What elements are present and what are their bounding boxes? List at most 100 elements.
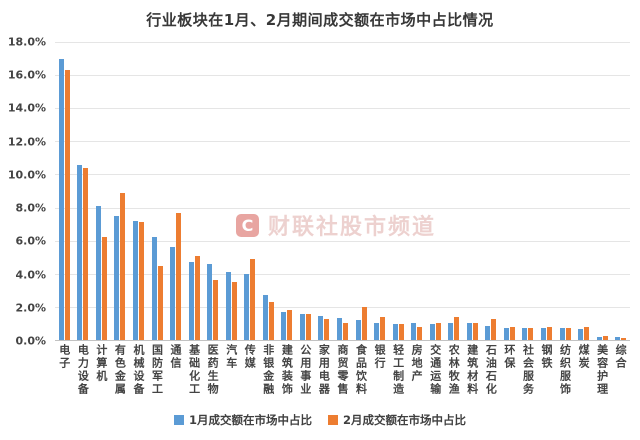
bar-feb [83, 167, 89, 340]
bar-feb [584, 326, 590, 340]
bar-group [240, 42, 259, 340]
bar-jan [615, 336, 621, 340]
x-tick-label: 传媒 [243, 344, 257, 370]
x-tick: 电力设备 [74, 344, 93, 410]
y-tick-label: 14.0% [7, 101, 46, 115]
x-tick-label: 石油石化 [484, 344, 498, 396]
x-tick-label: 煤炭 [577, 344, 591, 370]
bar-feb [435, 323, 441, 340]
gridline [55, 207, 630, 209]
bar-jan [503, 327, 509, 340]
x-tick-label: 商贸零售 [335, 344, 349, 396]
bar-feb [491, 319, 497, 340]
bar-group [259, 42, 278, 340]
x-tick-label: 环保 [502, 344, 516, 370]
bar-jan [466, 322, 472, 340]
gridline [55, 141, 630, 143]
y-tick-label: 10.0% [7, 168, 46, 182]
bar-group [611, 42, 630, 340]
x-tick: 电子 [55, 344, 74, 410]
x-tick: 通信 [166, 344, 185, 410]
x-tick: 有色金属 [111, 344, 130, 410]
bar-group [556, 42, 575, 340]
x-tick: 公用事业 [296, 344, 315, 410]
chart-title: 行业板块在1月、2月期间成交额在市场中占比情况 [146, 11, 494, 29]
x-tick-label: 社会服务 [521, 344, 535, 396]
bar-feb [509, 326, 515, 340]
bar-jan [429, 324, 435, 340]
x-tick-label: 非银金融 [261, 344, 275, 396]
bar-jan [151, 237, 157, 340]
bar-jan [188, 262, 194, 340]
x-tick-label: 建筑材料 [465, 344, 479, 396]
bar-group [55, 42, 74, 340]
legend-item: 2月成交额在市场中占比 [328, 412, 466, 428]
x-tick: 传媒 [240, 344, 259, 410]
bar-feb [213, 280, 219, 340]
bar-jan [578, 329, 584, 340]
bar-group [482, 42, 501, 340]
bar-feb [528, 327, 534, 340]
bar-group [574, 42, 593, 340]
bar-group [296, 42, 315, 340]
x-tick-label: 银行 [373, 344, 387, 370]
gridline [55, 306, 630, 308]
x-tick: 房地产 [407, 344, 426, 410]
bar-feb [287, 310, 293, 340]
bar-group [537, 42, 556, 340]
x-tick: 钢铁 [537, 344, 556, 410]
x-tick: 美容护理 [593, 344, 612, 410]
bar-jan [262, 295, 268, 340]
bar-feb [120, 192, 126, 340]
bar-feb [194, 255, 200, 340]
bar-group [593, 42, 612, 340]
gridline [55, 174, 630, 176]
bar-jan [281, 311, 287, 340]
bar-jan [132, 220, 138, 340]
x-tick: 家用电器 [315, 344, 334, 410]
x-tick: 交通运输 [426, 344, 445, 410]
x-tick-label: 汽车 [224, 344, 238, 370]
bar-jan [225, 272, 231, 340]
bar-feb [138, 222, 144, 340]
x-tick: 环保 [500, 344, 519, 410]
bar-jan [522, 328, 528, 340]
x-tick: 建筑材料 [463, 344, 482, 410]
x-tick-label: 医药生物 [206, 344, 220, 396]
bar-group [278, 42, 297, 340]
x-tick: 石油石化 [482, 344, 501, 410]
x-tick-label: 纺织服饰 [558, 344, 572, 396]
bar-jan [77, 164, 83, 340]
x-tick-label: 公用事业 [298, 344, 312, 396]
bar-group [129, 42, 148, 340]
bar-jan [207, 263, 213, 340]
bar-jan [374, 322, 380, 340]
y-tick-label: 18.0% [7, 35, 46, 49]
x-tick: 计算机 [92, 344, 111, 410]
bar-jan [448, 323, 454, 340]
bar-feb [324, 319, 330, 340]
legend-label: 1月成交额在市场中占比 [188, 413, 312, 427]
bar-jan [318, 316, 324, 340]
bar-jan [596, 336, 602, 340]
x-tick-label: 家用电器 [317, 344, 331, 396]
bar-group [315, 42, 334, 340]
gridline [55, 273, 630, 275]
x-tick-label: 电子 [57, 344, 71, 370]
bar-group [370, 42, 389, 340]
x-tick: 纺织服饰 [556, 344, 575, 410]
bar-feb [268, 301, 274, 340]
x-tick: 轻工制造 [389, 344, 408, 410]
bar-feb [380, 316, 386, 340]
bar-feb [546, 326, 552, 340]
bar-feb [157, 265, 163, 340]
bar-feb [417, 326, 423, 340]
bar-group [333, 42, 352, 340]
x-tick: 医药生物 [203, 344, 222, 410]
bar-feb [342, 323, 348, 340]
bar-feb [398, 324, 404, 340]
bar-group [74, 42, 93, 340]
bar-jan [392, 324, 398, 340]
x-tick-label: 建筑装饰 [280, 344, 294, 396]
bar-jan [355, 320, 361, 340]
